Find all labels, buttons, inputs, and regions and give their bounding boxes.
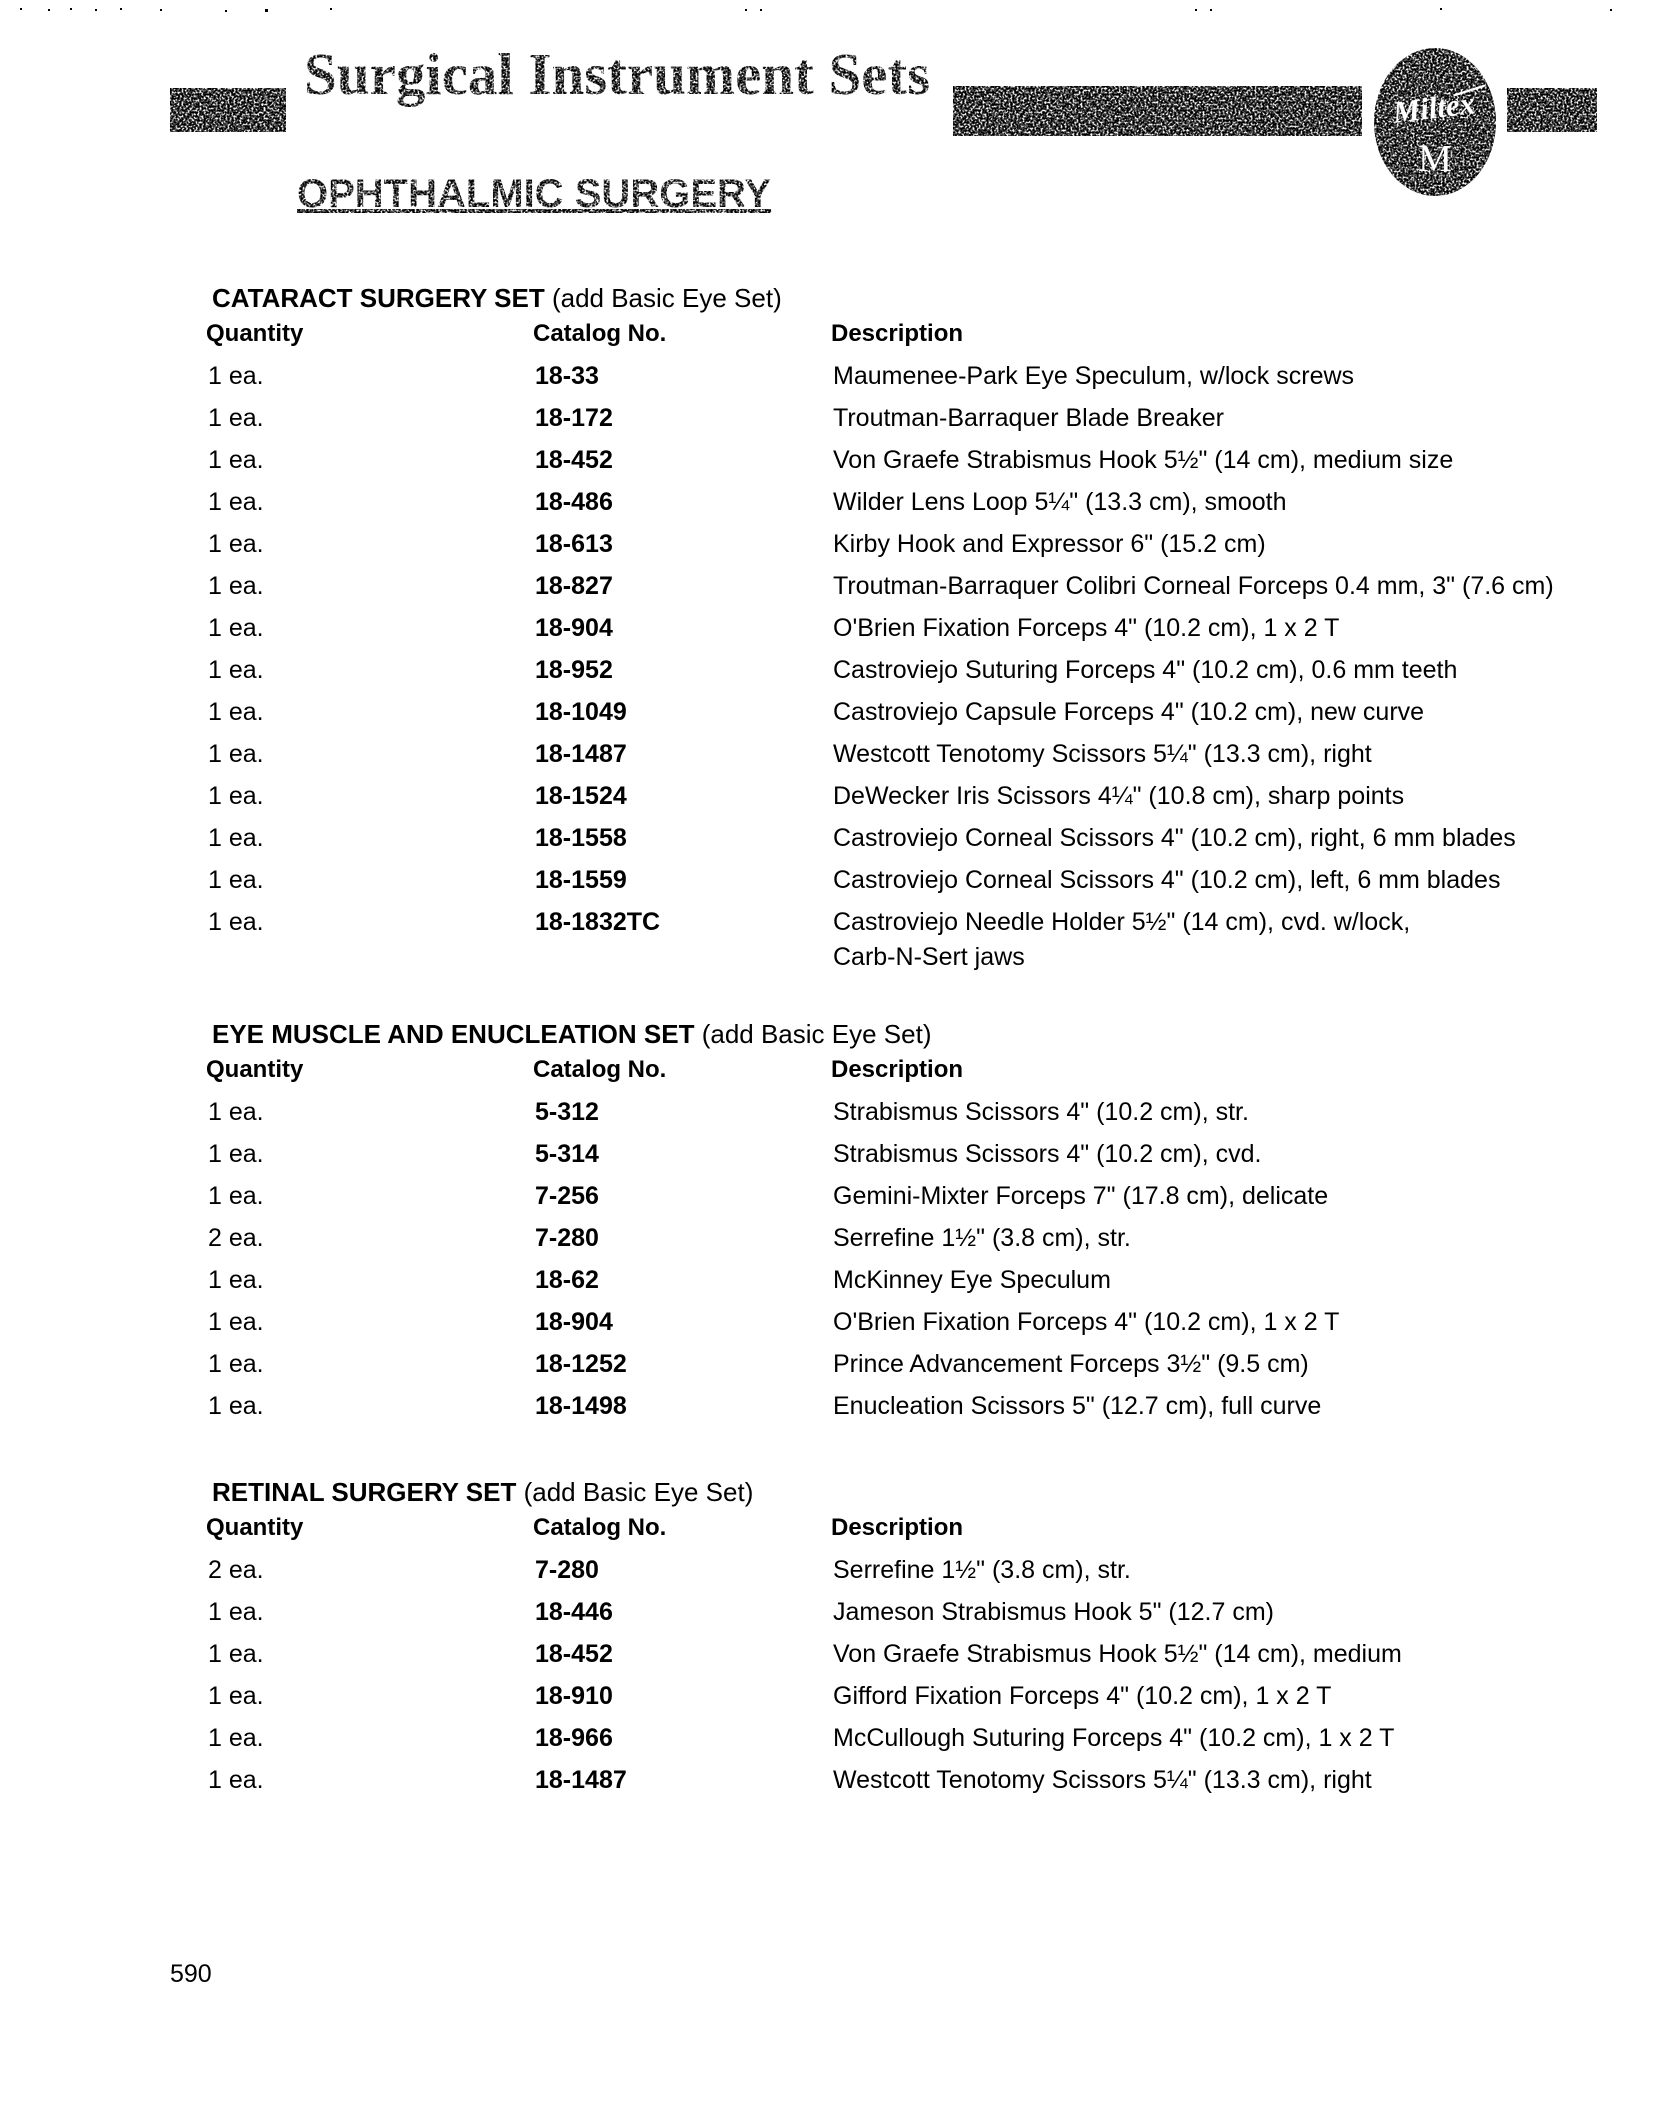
svg-text:M: M <box>1418 138 1452 180</box>
